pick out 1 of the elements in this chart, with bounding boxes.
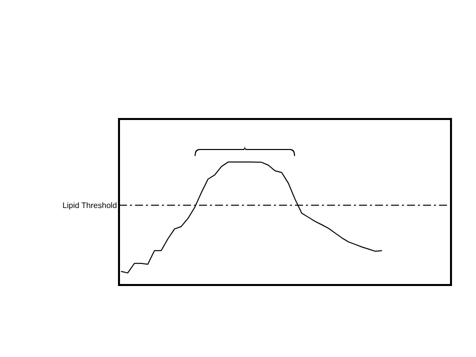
ref-line-label: Lipid Threshold <box>62 201 117 210</box>
